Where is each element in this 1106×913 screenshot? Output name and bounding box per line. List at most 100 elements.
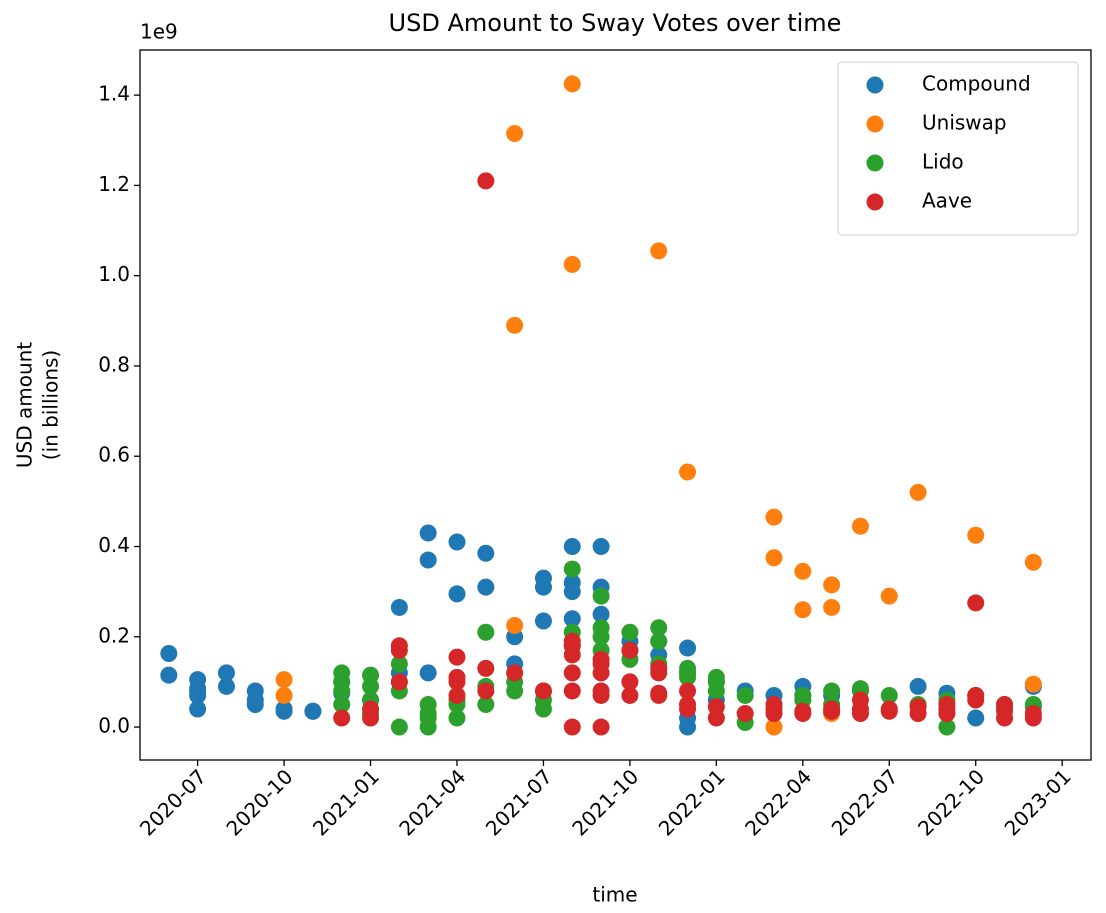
point bbox=[333, 709, 351, 727]
point bbox=[275, 671, 293, 689]
point bbox=[679, 463, 697, 481]
y-axis-label: (in billions) bbox=[39, 350, 63, 460]
point bbox=[592, 682, 610, 700]
point bbox=[765, 718, 783, 736]
y-tick-label: 1.0 bbox=[98, 262, 130, 286]
point bbox=[794, 562, 812, 580]
point bbox=[304, 702, 322, 720]
point bbox=[448, 709, 466, 727]
point bbox=[736, 705, 754, 723]
point bbox=[506, 664, 524, 682]
point bbox=[823, 702, 841, 720]
point bbox=[880, 686, 898, 704]
point bbox=[938, 718, 956, 736]
point bbox=[592, 587, 610, 605]
point bbox=[419, 718, 437, 736]
point bbox=[448, 673, 466, 691]
plot-frame bbox=[139, 49, 1092, 761]
legend-label: Aave bbox=[922, 189, 972, 213]
point bbox=[707, 698, 725, 716]
point bbox=[851, 705, 869, 723]
point bbox=[765, 549, 783, 567]
y-tick-label: 0.8 bbox=[98, 352, 130, 376]
legend-label: Compound bbox=[922, 72, 1031, 96]
point bbox=[851, 517, 869, 535]
point bbox=[448, 648, 466, 666]
y-tick-label: 0.6 bbox=[98, 443, 130, 467]
legend-marker bbox=[866, 193, 884, 211]
point bbox=[823, 598, 841, 616]
point bbox=[534, 569, 552, 587]
point bbox=[390, 598, 408, 616]
point bbox=[362, 677, 380, 695]
point bbox=[938, 705, 956, 723]
point bbox=[563, 538, 581, 556]
point bbox=[650, 664, 668, 682]
point bbox=[679, 682, 697, 700]
point bbox=[621, 686, 639, 704]
legend-marker bbox=[866, 115, 884, 133]
x-tick-label: 2022-01 bbox=[654, 764, 730, 840]
point bbox=[592, 664, 610, 682]
chart-title: USD Amount to Sway Votes over time bbox=[389, 9, 842, 37]
point bbox=[967, 526, 985, 544]
y-axis-label: USD amount bbox=[13, 342, 37, 468]
points bbox=[160, 75, 1042, 736]
point bbox=[736, 686, 754, 704]
point bbox=[679, 700, 697, 718]
point bbox=[909, 705, 927, 723]
point bbox=[679, 639, 697, 657]
point bbox=[477, 695, 495, 713]
point bbox=[333, 695, 351, 713]
point bbox=[563, 632, 581, 650]
point bbox=[390, 637, 408, 655]
point bbox=[707, 682, 725, 700]
y-tick-label: 0.4 bbox=[98, 533, 130, 557]
point bbox=[275, 700, 293, 718]
point bbox=[621, 641, 639, 659]
point bbox=[419, 664, 437, 682]
x-tick-label: 2020-07 bbox=[135, 764, 211, 840]
point bbox=[506, 316, 524, 334]
y-tick-label: 0.0 bbox=[98, 714, 130, 738]
point bbox=[506, 682, 524, 700]
point bbox=[563, 610, 581, 628]
point bbox=[477, 659, 495, 677]
point bbox=[448, 585, 466, 603]
point bbox=[160, 666, 178, 684]
x-tick-label: 2021-10 bbox=[567, 764, 643, 840]
legend: Compound Uniswap Lido Aave bbox=[837, 61, 1079, 236]
y-tick-label: 0.2 bbox=[98, 623, 130, 647]
point bbox=[390, 673, 408, 691]
point bbox=[506, 125, 524, 143]
point bbox=[217, 664, 235, 682]
x-tick-label: 2020-10 bbox=[221, 764, 297, 840]
legend-marker bbox=[866, 76, 884, 94]
point bbox=[390, 655, 408, 673]
x-tick-label: 2021-04 bbox=[394, 764, 470, 840]
point bbox=[362, 700, 380, 718]
point bbox=[823, 576, 841, 594]
point bbox=[563, 682, 581, 700]
point bbox=[477, 578, 495, 596]
point bbox=[909, 483, 927, 501]
point bbox=[650, 242, 668, 260]
point bbox=[996, 709, 1014, 727]
point bbox=[1024, 675, 1042, 693]
point bbox=[563, 255, 581, 273]
point bbox=[880, 587, 898, 605]
x-tick-label: 2022-10 bbox=[913, 764, 989, 840]
point bbox=[621, 673, 639, 691]
x-tick-label: 2022-04 bbox=[740, 764, 816, 840]
y-tick-label: 1.2 bbox=[98, 172, 130, 196]
point bbox=[621, 623, 639, 641]
point bbox=[851, 691, 869, 709]
point bbox=[534, 700, 552, 718]
legend-marker bbox=[866, 154, 884, 172]
legend-label: Uniswap bbox=[922, 111, 1007, 135]
x-tick-label: 2022-07 bbox=[827, 764, 903, 840]
x-axis-label: time bbox=[592, 883, 637, 907]
point bbox=[909, 677, 927, 695]
point bbox=[275, 686, 293, 704]
